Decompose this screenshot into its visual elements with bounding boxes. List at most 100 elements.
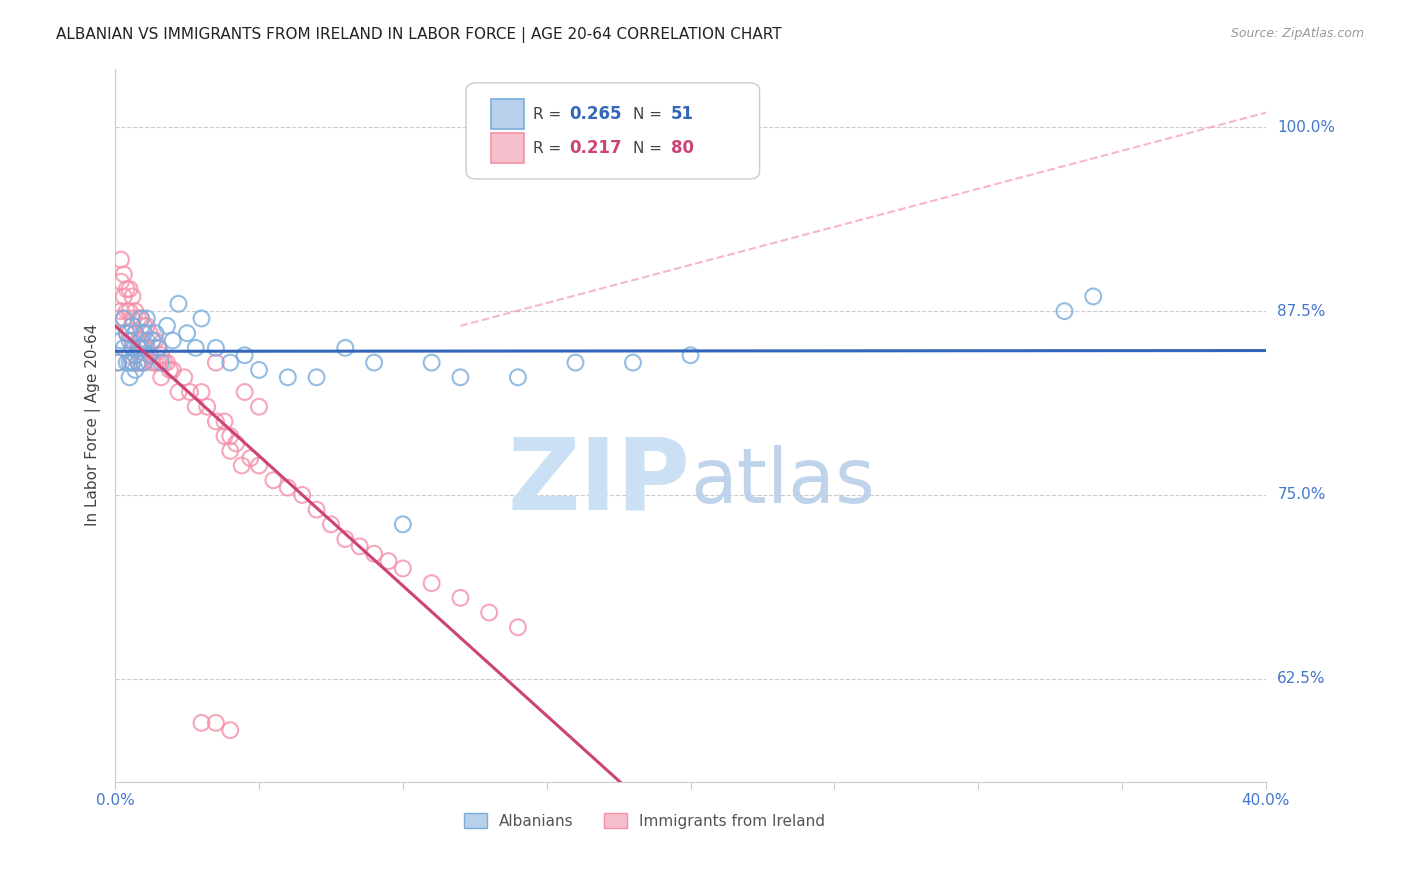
- Point: [129, 355, 152, 369]
- Point: [291, 488, 314, 502]
- Point: [363, 355, 385, 369]
- Point: [449, 591, 471, 605]
- Point: [145, 334, 167, 348]
- Y-axis label: In Labor Force | Age 20-64: In Labor Force | Age 20-64: [86, 324, 101, 526]
- Point: [173, 370, 195, 384]
- Point: [195, 400, 218, 414]
- Point: [621, 355, 644, 369]
- Point: [247, 458, 270, 473]
- Point: [205, 414, 228, 428]
- Point: [231, 458, 253, 473]
- Point: [319, 517, 342, 532]
- Point: [179, 384, 201, 399]
- Point: [132, 341, 155, 355]
- Point: [150, 370, 173, 384]
- Point: [156, 355, 179, 369]
- Point: [142, 334, 165, 348]
- Point: [145, 326, 167, 341]
- Point: [127, 311, 149, 326]
- Point: [135, 334, 157, 348]
- Point: [135, 318, 157, 333]
- Point: [110, 252, 132, 267]
- Point: [564, 355, 586, 369]
- Text: N =: N =: [633, 141, 666, 156]
- Point: [449, 370, 471, 384]
- Point: [129, 341, 152, 355]
- Text: R =: R =: [533, 107, 567, 121]
- Point: [107, 355, 129, 369]
- Point: [148, 341, 170, 355]
- Point: [121, 289, 143, 303]
- Point: [679, 348, 702, 362]
- FancyBboxPatch shape: [492, 99, 523, 129]
- Point: [153, 355, 176, 369]
- Point: [159, 363, 181, 377]
- Point: [127, 334, 149, 348]
- Point: [112, 311, 135, 326]
- Point: [247, 363, 270, 377]
- Text: Source: ZipAtlas.com: Source: ZipAtlas.com: [1230, 27, 1364, 40]
- Point: [124, 348, 146, 362]
- Text: 0.265: 0.265: [569, 105, 623, 123]
- Point: [121, 311, 143, 326]
- Point: [214, 429, 236, 443]
- Text: R =: R =: [533, 141, 567, 156]
- Point: [167, 297, 190, 311]
- FancyBboxPatch shape: [467, 83, 759, 179]
- Point: [118, 334, 141, 348]
- Point: [162, 334, 184, 348]
- Text: 80: 80: [671, 139, 695, 157]
- Point: [233, 384, 256, 399]
- Point: [118, 326, 141, 341]
- Point: [392, 517, 415, 532]
- Point: [127, 355, 149, 369]
- Point: [132, 355, 155, 369]
- Point: [132, 355, 155, 369]
- Point: [184, 341, 207, 355]
- Text: 75.0%: 75.0%: [1278, 487, 1326, 502]
- Point: [118, 348, 141, 362]
- Point: [127, 355, 149, 369]
- Point: [115, 304, 138, 318]
- Point: [135, 311, 157, 326]
- Point: [112, 311, 135, 326]
- Point: [392, 561, 415, 575]
- Point: [129, 311, 152, 326]
- Point: [162, 363, 184, 377]
- Point: [129, 311, 152, 326]
- Point: [118, 282, 141, 296]
- Point: [1083, 289, 1105, 303]
- Point: [219, 429, 242, 443]
- Point: [115, 326, 138, 341]
- Point: [190, 384, 212, 399]
- Point: [478, 606, 501, 620]
- Point: [107, 355, 129, 369]
- Point: [349, 540, 371, 554]
- Point: [135, 341, 157, 355]
- Point: [262, 473, 284, 487]
- Point: [124, 326, 146, 341]
- Point: [150, 355, 173, 369]
- Point: [124, 326, 146, 341]
- Text: 62.5%: 62.5%: [1278, 672, 1326, 686]
- Point: [305, 502, 328, 516]
- Point: [124, 363, 146, 377]
- Point: [377, 554, 399, 568]
- Text: ZIP: ZIP: [508, 434, 690, 531]
- Point: [138, 348, 160, 362]
- Point: [335, 532, 357, 546]
- Legend: Albanians, Immigrants from Ireland: Albanians, Immigrants from Ireland: [458, 806, 831, 835]
- Point: [219, 443, 242, 458]
- Point: [115, 282, 138, 296]
- Point: [110, 275, 132, 289]
- Text: ALBANIAN VS IMMIGRANTS FROM IRELAND IN LABOR FORCE | AGE 20-64 CORRELATION CHART: ALBANIAN VS IMMIGRANTS FROM IRELAND IN L…: [56, 27, 782, 43]
- Point: [156, 318, 179, 333]
- Point: [124, 348, 146, 362]
- Point: [121, 334, 143, 348]
- Point: [233, 348, 256, 362]
- FancyBboxPatch shape: [492, 134, 523, 163]
- Point: [335, 341, 357, 355]
- Point: [363, 547, 385, 561]
- Text: 0.217: 0.217: [569, 139, 623, 157]
- Point: [121, 341, 143, 355]
